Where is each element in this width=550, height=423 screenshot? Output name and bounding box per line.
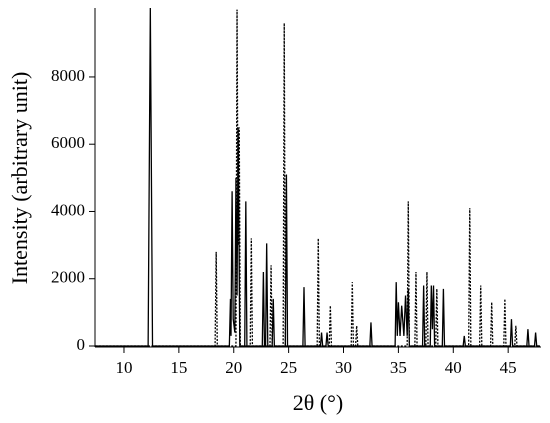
y-tick-label: 8000 xyxy=(51,66,85,85)
x-tick-label: 15 xyxy=(170,358,187,377)
x-tick-label: 45 xyxy=(500,358,517,377)
y-tick-label: 0 xyxy=(77,335,86,354)
plot-area xyxy=(95,8,540,347)
x-tick-label: 25 xyxy=(280,358,297,377)
x-tick-label: 40 xyxy=(445,358,462,377)
y-axis-title: Intensity (arbitrary unit) xyxy=(7,72,32,285)
x-tick-label: 35 xyxy=(390,358,407,377)
y-tick-label: 6000 xyxy=(51,133,85,152)
y-tick-label: 4000 xyxy=(51,200,85,219)
x-axis-title: 2θ (°) xyxy=(293,390,344,415)
y-tick-label: 2000 xyxy=(51,268,85,287)
x-tick-label: 20 xyxy=(225,358,242,377)
pattern-line xyxy=(95,9,540,347)
x-tick-label: 30 xyxy=(335,358,352,377)
x-tick-label: 10 xyxy=(115,358,132,377)
